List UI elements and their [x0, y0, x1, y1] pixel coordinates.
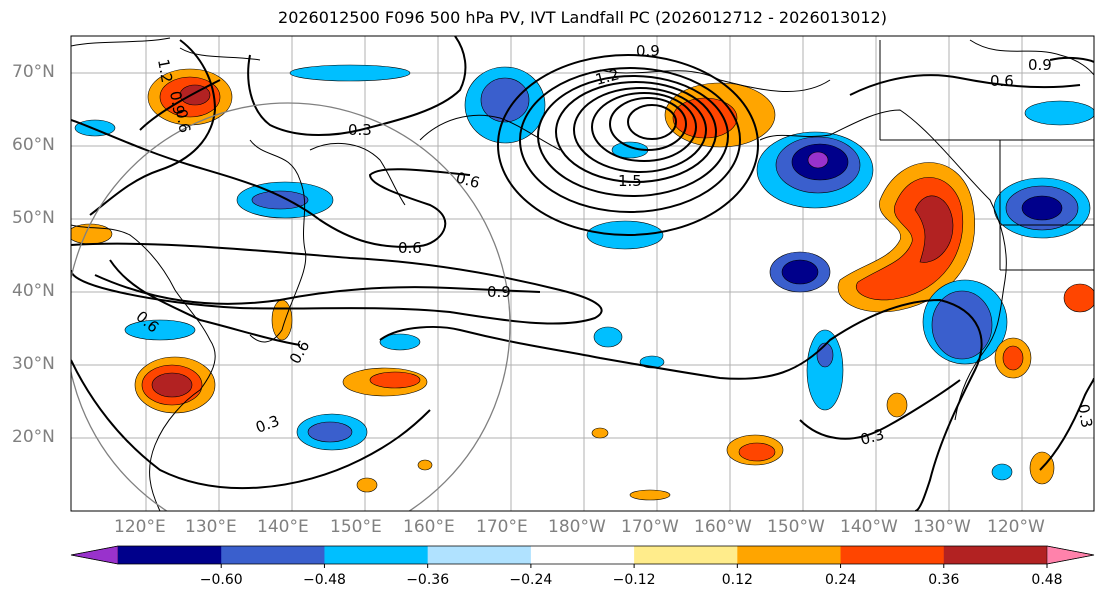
- lon-label: 150°E: [330, 517, 382, 537]
- contour-label: 0.3: [348, 121, 372, 139]
- lat-label: 50°N: [12, 208, 55, 228]
- lon-label: 160°E: [403, 517, 455, 537]
- contour-label: 0.9: [1028, 56, 1052, 74]
- contour-label: 0.9: [166, 90, 188, 117]
- lat-label: 20°N: [12, 427, 55, 447]
- contour-label: 0.3: [858, 425, 886, 449]
- lon-label: 120°W: [987, 517, 1045, 537]
- contour-label: 1.2: [593, 65, 621, 89]
- lon-label: 170°E: [476, 517, 528, 537]
- landfall-circle: [71, 102, 511, 511]
- contour-label: 0.6: [172, 108, 194, 135]
- contour-label: 0.6: [990, 72, 1014, 90]
- lon-label: 150°W: [767, 517, 825, 537]
- pv-contours: [71, 36, 1094, 511]
- map-title: 2026012500 F096 500 hPa PV, IVT Landfall…: [278, 8, 887, 27]
- lon-label: 140°W: [840, 517, 898, 537]
- lon-label: 160°W: [694, 517, 752, 537]
- graticule: [71, 36, 1094, 511]
- contour-label: 1.2: [154, 58, 176, 85]
- lon-label: 120°E: [114, 517, 166, 537]
- contour-label: 1.5: [618, 172, 642, 190]
- lon-label: 130°W: [913, 517, 971, 537]
- lat-label: 40°N: [12, 281, 55, 301]
- lat-label: 70°N: [12, 62, 55, 82]
- lon-label: 180°W: [548, 517, 606, 537]
- lat-label: 60°N: [12, 135, 55, 155]
- contour-label: 0.9: [636, 42, 660, 60]
- lon-label: 170°W: [621, 517, 679, 537]
- coastlines: [71, 37, 1094, 511]
- lat-label: 30°N: [12, 354, 55, 374]
- lon-label: 130°E: [185, 517, 237, 537]
- contour-label: 0.9: [487, 283, 511, 301]
- contour-label: 0.6: [398, 239, 422, 257]
- contour-label: 0.6: [454, 168, 482, 192]
- contour-label: 0.3: [1074, 403, 1096, 430]
- lon-label: 140°E: [257, 517, 309, 537]
